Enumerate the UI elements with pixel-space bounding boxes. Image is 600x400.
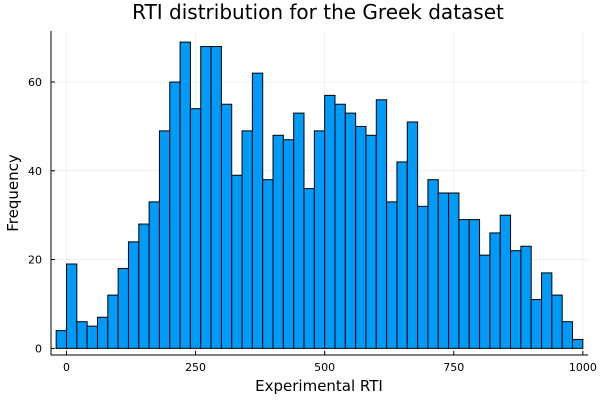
x-axis-ticks: 0 250 500 750 1000	[63, 351, 597, 374]
histogram-bar	[551, 294, 563, 349]
histogram-bar	[499, 214, 512, 349]
histogram-bar	[231, 174, 243, 349]
x-axis-label: Experimental RTI	[255, 377, 383, 395]
histogram-bar	[458, 219, 470, 349]
histogram-bar	[272, 134, 284, 349]
y-axis-ticks: 0 20 40 60	[28, 76, 55, 355]
histogram-bar	[510, 250, 522, 349]
histogram-bar	[386, 201, 398, 349]
histogram-bar	[282, 139, 295, 349]
histogram-bar	[344, 112, 357, 349]
histogram-bar	[365, 134, 377, 349]
x-tick-label: 500	[314, 361, 335, 374]
histogram-bar	[406, 121, 419, 349]
histogram-bar	[479, 254, 491, 349]
x-tick-label: 1000	[569, 361, 597, 374]
histogram-bar	[210, 46, 222, 349]
y-tick-label: 0	[35, 342, 42, 355]
histogram-bar	[127, 241, 140, 349]
histogram-bar	[468, 219, 481, 349]
histogram-bar	[489, 232, 501, 349]
chart-title: RTI distribution for the Greek dataset	[132, 0, 504, 24]
y-axis-label: Frequency	[4, 154, 22, 232]
histogram-bar	[561, 321, 574, 349]
histogram-bar	[117, 267, 129, 349]
histogram-bar	[572, 338, 584, 349]
histogram-bar	[107, 294, 119, 349]
y-tick-label: 40	[28, 165, 42, 178]
histogram-bar	[313, 130, 326, 349]
histogram-bar	[189, 108, 202, 349]
x-tick-label: 750	[443, 361, 464, 374]
histogram-bar	[220, 103, 233, 349]
x-tick-label: 250	[185, 361, 206, 374]
histogram-bar	[520, 245, 532, 349]
histogram-bar	[427, 179, 439, 349]
x-tick-label: 0	[63, 361, 70, 374]
histogram-bar	[293, 112, 305, 349]
histogram-bar	[355, 125, 367, 349]
histogram-bar	[530, 299, 543, 349]
histogram-bar	[55, 330, 67, 349]
histogram-bar	[334, 103, 346, 349]
histogram-bar	[169, 81, 181, 349]
histogram-bar	[86, 325, 98, 349]
histogram-bar	[251, 72, 264, 349]
histogram-bar	[375, 99, 388, 349]
histogram-bar	[324, 94, 336, 349]
histogram-bar	[138, 223, 150, 349]
histogram-bar	[179, 41, 191, 349]
histogram-bar	[158, 130, 171, 349]
histogram-bar	[303, 188, 315, 349]
histogram-bar	[262, 179, 274, 349]
histogram-bar	[437, 192, 450, 349]
histogram-bar	[448, 192, 460, 349]
histogram-bar	[76, 321, 88, 349]
y-tick-label: 60	[28, 76, 42, 89]
histogram-bar	[65, 263, 78, 349]
histogram-bar	[417, 205, 429, 349]
y-tick-label: 20	[28, 254, 42, 267]
histogram-bar	[148, 201, 160, 349]
histogram-bar	[96, 316, 109, 349]
bars-group	[55, 41, 584, 349]
histogram-bar	[200, 46, 212, 349]
histogram-bar	[396, 161, 408, 349]
histogram-bar	[241, 130, 253, 349]
histogram-bar	[541, 272, 553, 349]
